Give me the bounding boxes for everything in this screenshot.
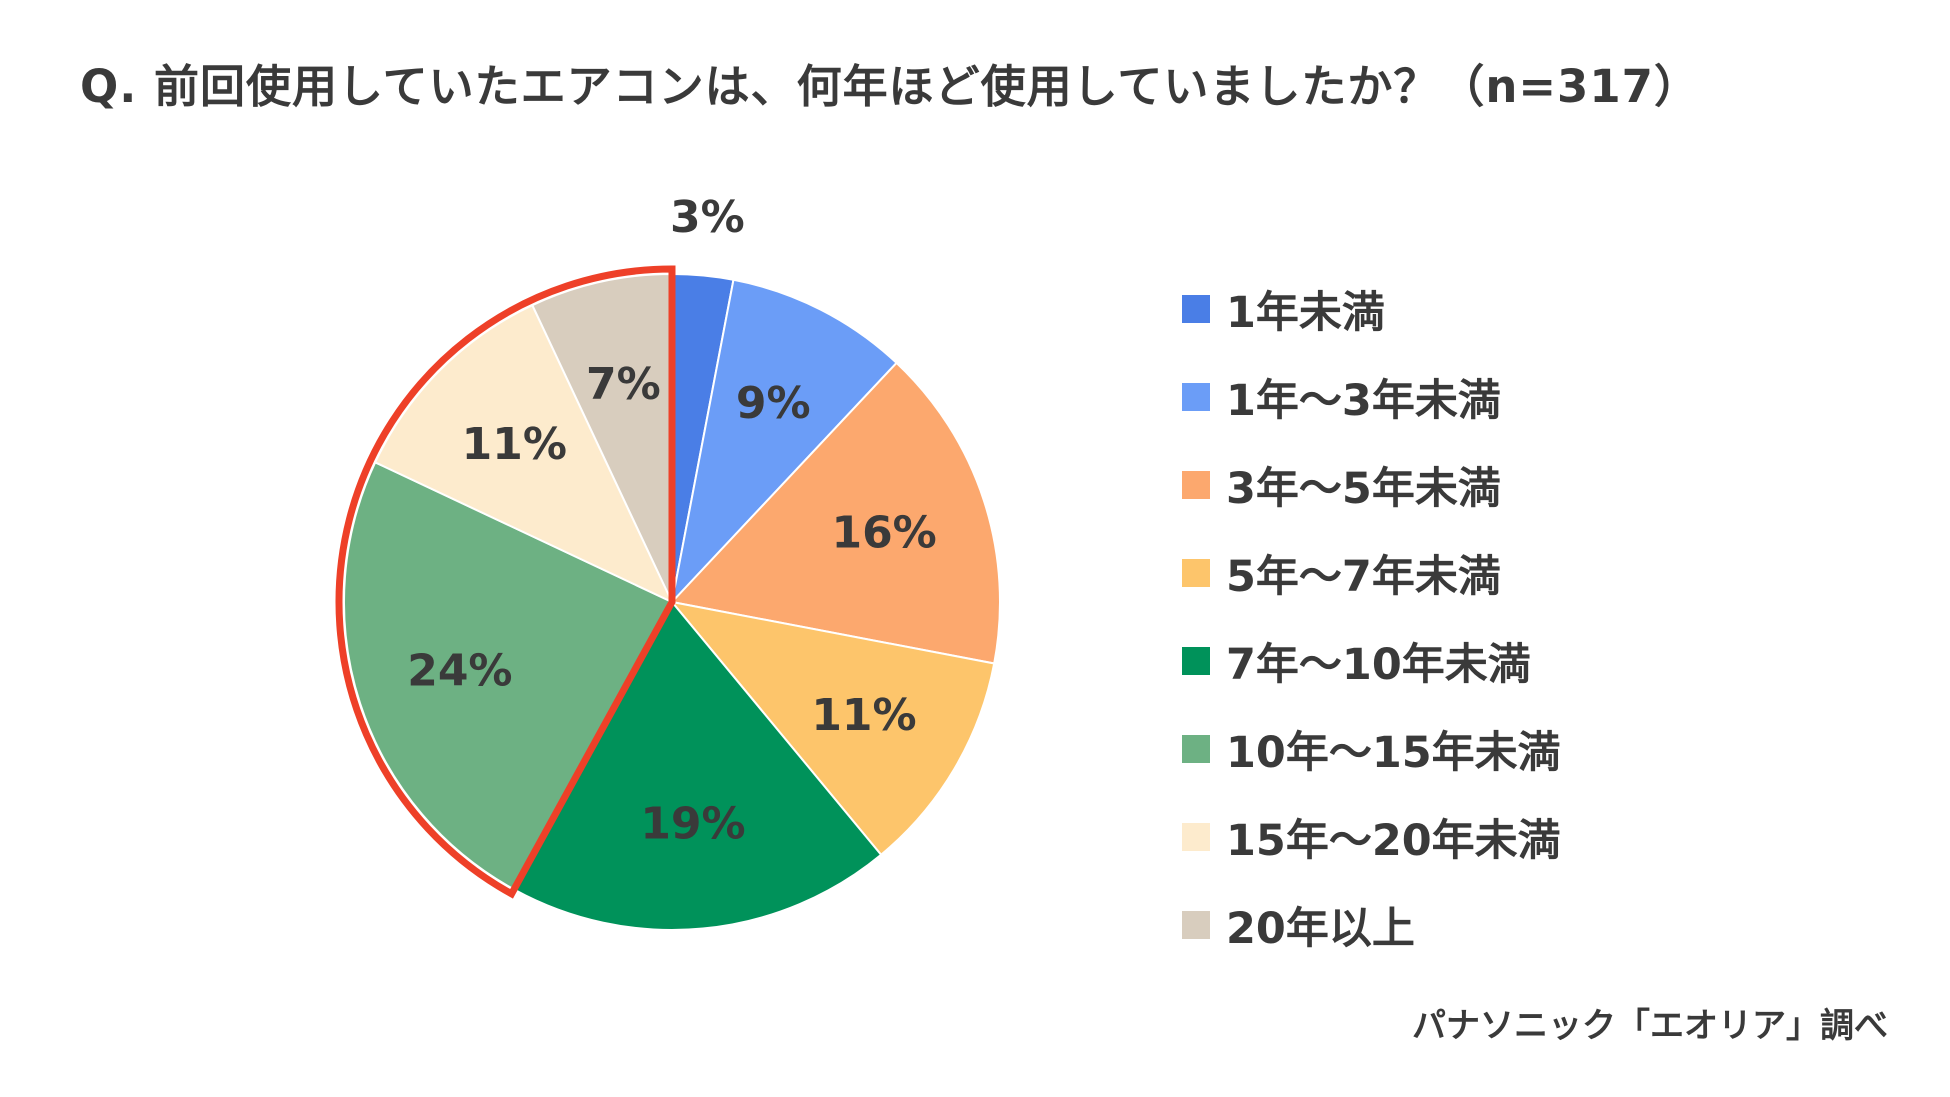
legend-item-7y-to-10y: 7年～10年未満 bbox=[1182, 617, 1561, 705]
data-label-20yplus: 7% bbox=[586, 359, 661, 410]
legend-swatch bbox=[1182, 383, 1210, 411]
legend-label: 5年～7年未満 bbox=[1226, 552, 1501, 602]
legend-label: 7年～10年未満 bbox=[1226, 640, 1531, 690]
pie-slice-10y-to-15y bbox=[343, 461, 674, 891]
legend-swatch bbox=[1182, 295, 1210, 323]
data-label-10y-to-15y: 24% bbox=[407, 645, 512, 696]
legend-swatch bbox=[1182, 911, 1210, 939]
legend-swatch bbox=[1182, 735, 1210, 763]
pie-slice-7y-to-10y bbox=[512, 600, 883, 931]
data-label-1y-to-3y: 9% bbox=[736, 378, 811, 429]
pie-slice-20yplus bbox=[531, 272, 673, 603]
pie-data-labels: 3% 9% 16% 11% 19% 24% 11% 7% bbox=[407, 192, 937, 849]
chart-title: Q. 前回使用していたエアコンは、何年ほど使用していましたか？（n=317） bbox=[80, 60, 1700, 113]
legend-item-1y: 1年未満 bbox=[1182, 265, 1561, 353]
pie-slice-3y-to-5y bbox=[670, 361, 1001, 665]
highlight-outline bbox=[335, 265, 676, 899]
data-label-7y-to-10y: 19% bbox=[640, 799, 745, 850]
pie-slices bbox=[343, 272, 1001, 931]
legend-label: 1年～3年未満 bbox=[1226, 376, 1501, 426]
legend-item-1y-to-3y: 1年～3年未満 bbox=[1182, 353, 1561, 441]
legend-swatch bbox=[1182, 823, 1210, 851]
data-label-15y-to-20y: 11% bbox=[462, 419, 567, 470]
legend-item-15y-to-20y: 15年～20年未満 bbox=[1182, 793, 1561, 881]
legend-label: 15年～20年未満 bbox=[1226, 816, 1561, 866]
legend-swatch bbox=[1182, 647, 1210, 675]
legend-item-5y-to-7y: 5年～7年未満 bbox=[1182, 529, 1561, 617]
legend-label: 3年～5年未満 bbox=[1226, 464, 1501, 514]
legend-item-10y-to-15y: 10年～15年未満 bbox=[1182, 705, 1561, 793]
highlight-outline-group bbox=[335, 265, 676, 899]
pie-slice-1y-to-3y bbox=[670, 278, 898, 606]
legend-swatch bbox=[1182, 559, 1210, 587]
pie-slice-15y-to-20y bbox=[373, 303, 675, 605]
pie-slice-5y-to-7y bbox=[669, 600, 996, 857]
legend-label: 10年～15年未満 bbox=[1226, 728, 1561, 778]
legend-item-3y-to-5y: 3年～5年未満 bbox=[1182, 441, 1561, 529]
data-label-3y-to-5y: 16% bbox=[831, 508, 936, 559]
legend-item-20yplus: 20年以上 bbox=[1182, 881, 1561, 969]
data-label-1y: 3% bbox=[670, 192, 745, 243]
legend-label: 20年以上 bbox=[1226, 904, 1415, 954]
legend-label: 1年未満 bbox=[1226, 288, 1385, 338]
source-note: パナソニック「エオリア」調べ bbox=[1412, 1006, 1888, 1046]
data-label-5y-to-7y: 11% bbox=[811, 690, 916, 741]
legend: 1年未満 1年～3年未満 3年～5年未満 5年～7年未満 7年～10年未満 10年～15年… bbox=[1182, 265, 1561, 969]
legend-swatch bbox=[1182, 471, 1210, 499]
